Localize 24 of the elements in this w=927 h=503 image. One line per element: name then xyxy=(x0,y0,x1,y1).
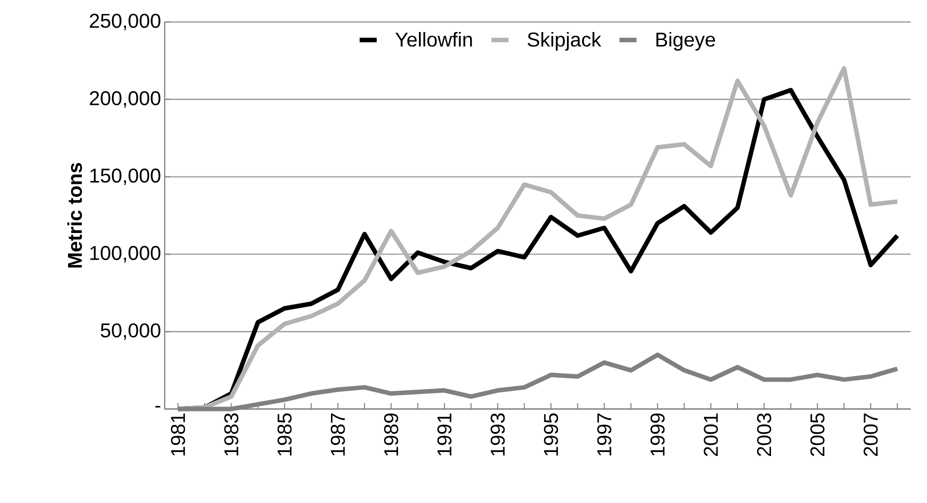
x-tick-label: 1987 xyxy=(330,414,345,456)
x-tick-label: 2007 xyxy=(864,414,878,456)
legend-label: Yellowfin xyxy=(395,32,472,47)
x-tick-label: 2003 xyxy=(757,413,772,456)
y-tick-label: 150,000 xyxy=(90,168,160,186)
x-tick-label: 1991 xyxy=(437,414,452,456)
legend-label: Bigeye xyxy=(656,32,716,51)
x-tick-label: 1983 xyxy=(224,413,238,456)
x-tick-label: 1981 xyxy=(170,414,186,456)
x-tick-label: 2005 xyxy=(810,413,824,456)
x-tick-label: 1989 xyxy=(384,413,398,456)
x-tick-label: 1985 xyxy=(278,413,292,456)
y-tick-label: 100,000 xyxy=(90,246,160,262)
x-tick-label: 1997 xyxy=(597,414,612,456)
x-tick-label: 1993 xyxy=(490,413,505,456)
x-tick-label: 1995 xyxy=(544,413,558,456)
x-tick-label: 1999 xyxy=(650,413,665,456)
y-tick-label: 250,000 xyxy=(90,14,160,30)
y-axis-title: Metric tons xyxy=(67,162,82,268)
y-tick-label: 200,000 xyxy=(90,91,160,108)
y-tick-label: 50,000 xyxy=(100,323,160,340)
legend-label: Skipjack xyxy=(528,32,602,51)
y-tick-label: - xyxy=(155,406,160,408)
x-tick-label: 2001 xyxy=(704,414,718,456)
